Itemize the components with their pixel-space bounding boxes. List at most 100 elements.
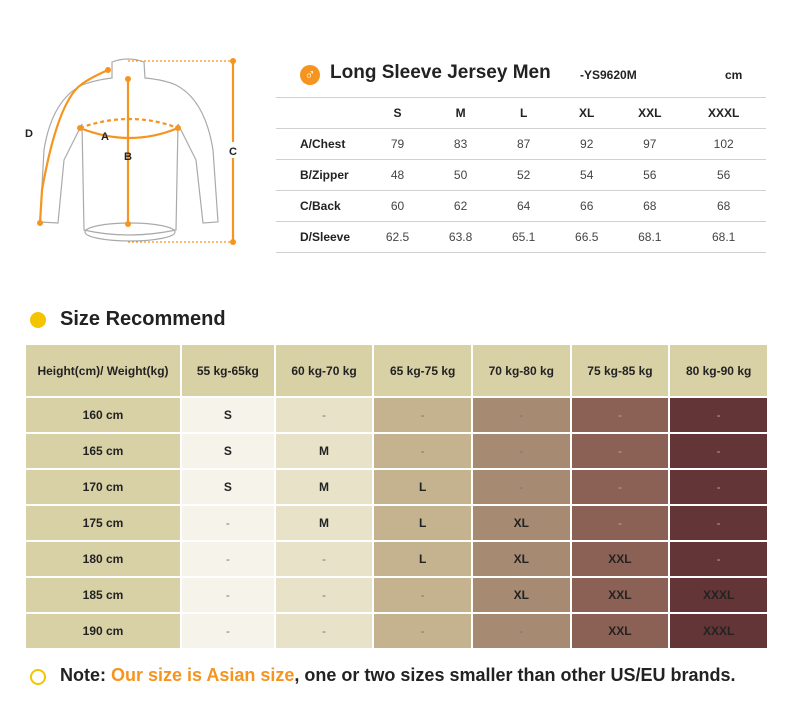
- size-cell: XL: [473, 506, 570, 540]
- cell-value: 87: [492, 128, 556, 160]
- male-icon: ♂: [300, 65, 320, 85]
- product-code: -YS9620M: [580, 68, 637, 82]
- size-cell: -: [670, 398, 767, 432]
- size-cell: -: [182, 542, 274, 576]
- cell-value: 48: [366, 159, 430, 191]
- table-row: B/Zipper 48 50 52 54 56 56: [276, 159, 766, 191]
- size-cell: -: [571, 506, 669, 540]
- size-header: XXL: [618, 97, 682, 129]
- size-cell: -: [571, 470, 669, 504]
- size-value: -: [519, 480, 524, 494]
- table-row: D/Sleeve 62.5 63.8 65.1 66.5 68.1 68.1: [276, 221, 766, 253]
- size-value: -: [617, 516, 622, 530]
- measurement-table: S M L XL XXL XXXL A/Chest 79 83 87 92 97 102 B/Zippe…: [276, 97, 766, 253]
- size-value: S: [223, 444, 232, 458]
- size-recommend-table: Height(cm)/ Weight(kg) 55 kg-65kg 60 kg-70…: [24, 343, 769, 650]
- cell-value: 97: [618, 128, 682, 160]
- size-cell: -: [275, 398, 373, 432]
- size-value: -: [322, 552, 327, 566]
- cell-value: 64: [492, 190, 556, 222]
- cell-value: 54: [555, 159, 619, 191]
- weight-header: 60 kg-70 kg: [275, 345, 373, 396]
- empty-header: [276, 97, 366, 129]
- size-cell: M: [275, 506, 373, 540]
- size-value: XXXL: [702, 588, 735, 602]
- cell-value: 63.8: [429, 221, 493, 253]
- row-label: C/Back: [276, 190, 366, 222]
- size-cell: XXL: [571, 542, 669, 576]
- table-row: C/Back 60 62 64 66 68 68: [276, 190, 766, 222]
- height-label: 170 cm: [26, 470, 180, 504]
- table-row: 190 cm - - - - XXL XXXL: [26, 614, 767, 648]
- size-cell: XL: [473, 542, 570, 576]
- size-cell: S: [182, 434, 274, 468]
- row-label: D/Sleeve: [276, 221, 366, 253]
- size-value: -: [322, 624, 327, 638]
- size-value: -: [420, 444, 425, 458]
- size-cell: XXXL: [670, 578, 767, 612]
- size-cell: -: [374, 398, 471, 432]
- size-value: M: [319, 444, 330, 458]
- label-c: C: [229, 146, 237, 158]
- size-cell: -: [473, 434, 570, 468]
- size-cell: S: [182, 398, 274, 432]
- table-row: 175 cm - M L XL - -: [26, 506, 767, 540]
- size-value: XXL: [608, 552, 632, 566]
- height-label: 190 cm: [26, 614, 180, 648]
- cell-value: 50: [429, 159, 493, 191]
- size-cell: -: [182, 614, 274, 648]
- weight-header: 65 kg-75 kg: [374, 345, 471, 396]
- size-value: -: [617, 408, 622, 422]
- weight-header: 55 kg-65kg: [182, 345, 274, 396]
- section-title-text: Size Recommend: [60, 308, 226, 330]
- size-cell: -: [374, 578, 471, 612]
- height-label: 180 cm: [26, 542, 180, 576]
- cell-value: 68.1: [681, 221, 766, 253]
- cell-value: 56: [681, 159, 766, 191]
- height-label: 160 cm: [26, 398, 180, 432]
- size-cell: S: [182, 470, 274, 504]
- table-row: 160 cm S - - - - -: [26, 398, 767, 432]
- size-value: L: [419, 516, 427, 530]
- size-cell: -: [670, 542, 767, 576]
- size-value: -: [420, 588, 425, 602]
- cell-value: 83: [429, 128, 493, 160]
- size-cell: L: [374, 506, 471, 540]
- size-cell: L: [374, 470, 471, 504]
- size-value: -: [617, 444, 622, 458]
- size-header: XXXL: [681, 97, 766, 129]
- product-title: Long Sleeve Jersey Men: [330, 62, 551, 83]
- cell-value: 52: [492, 159, 556, 191]
- size-cell: XXL: [571, 614, 669, 648]
- weight-header: 70 kg-80 kg: [473, 345, 570, 396]
- size-cell: -: [374, 614, 471, 648]
- size-value: L: [419, 480, 427, 494]
- size-cell: -: [275, 542, 373, 576]
- cell-value: 62.5: [366, 221, 430, 253]
- size-cell: -: [571, 434, 669, 468]
- note-rest: , one or two sizes smaller than other US…: [294, 665, 736, 685]
- size-cell: -: [275, 614, 373, 648]
- size-value: -: [519, 624, 524, 638]
- bullet-dot-icon: [30, 312, 46, 328]
- weight-header: 80 kg-90 kg: [670, 345, 767, 396]
- size-header: M: [429, 97, 493, 129]
- size-value: -: [716, 444, 721, 458]
- size-cell: -: [670, 506, 767, 540]
- size-cell: -: [473, 614, 570, 648]
- size-cell: -: [182, 578, 274, 612]
- size-value: -: [716, 408, 721, 422]
- table-row: A/Chest 79 83 87 92 97 102: [276, 128, 766, 160]
- size-value: -: [225, 516, 230, 530]
- size-cell: -: [571, 398, 669, 432]
- size-cell: L: [374, 542, 471, 576]
- size-value: -: [716, 480, 721, 494]
- size-value: XL: [513, 552, 529, 566]
- size-value: -: [420, 624, 425, 638]
- size-value: S: [223, 480, 232, 494]
- table-row: 165 cm S M - - - -: [26, 434, 767, 468]
- size-header: L: [492, 97, 556, 129]
- size-value: -: [716, 552, 721, 566]
- cell-value: 68: [618, 190, 682, 222]
- size-cell: M: [275, 434, 373, 468]
